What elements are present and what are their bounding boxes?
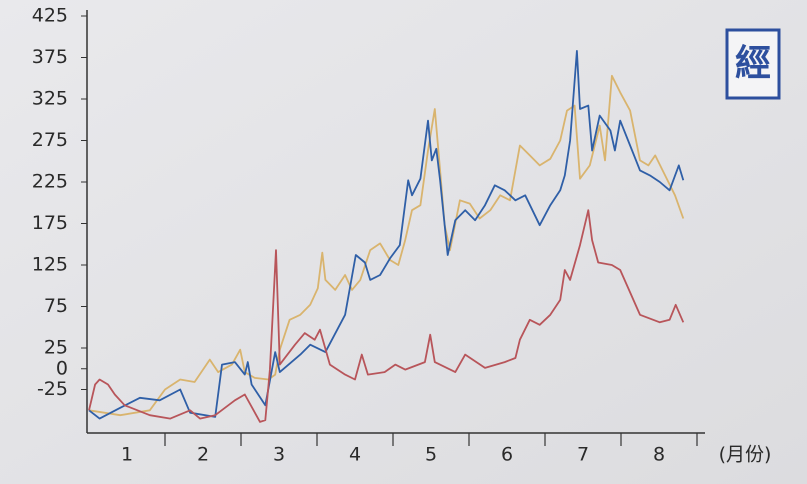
y-tick-label: 325	[32, 88, 68, 110]
y-tick-label: 425	[32, 5, 68, 27]
x-tick-label: 2	[197, 444, 209, 466]
series-line	[88, 50, 685, 420]
x-tick-label: 7	[577, 444, 589, 466]
y-tick-label: -25	[37, 378, 68, 400]
y-tick-label: 275	[32, 129, 68, 151]
y-tick-label: 225	[32, 171, 68, 193]
logo: 經	[735, 42, 771, 84]
x-tick-label: 1	[121, 444, 133, 466]
x-tick-label: 6	[501, 444, 513, 466]
y-tick-label: 25	[44, 337, 68, 359]
x-tick-label: 4	[349, 444, 361, 466]
y-tick-label: 75	[44, 295, 68, 317]
series-line	[88, 209, 685, 423]
logo-box	[725, 28, 781, 100]
y-tick-label: 175	[32, 212, 68, 234]
x-tick-label: 3	[273, 444, 285, 466]
y-tick-label: 0	[56, 357, 68, 379]
series-line	[88, 74, 685, 417]
y-tick-label: 375	[32, 46, 68, 68]
x-tick-label: 5	[425, 444, 437, 466]
month-dividers	[164, 433, 698, 446]
x-tick-label: 8	[653, 444, 665, 466]
y-tick-label: 125	[32, 254, 68, 276]
x-axis-label: (月份)	[719, 444, 772, 466]
